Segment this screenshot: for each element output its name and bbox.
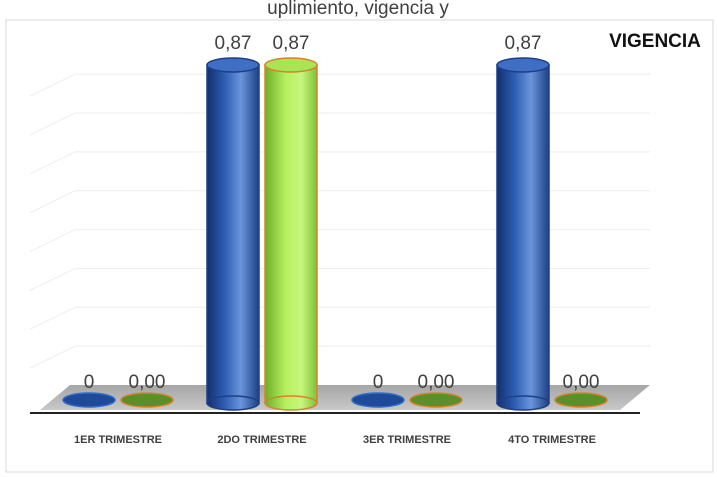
gridline-side [29,345,76,369]
gridline-side [29,267,76,291]
bar-zero [351,392,405,408]
bar [496,64,550,404]
gridline-side [29,112,76,136]
gridline-side [29,229,76,253]
bar-zero [120,392,174,408]
bar-top [496,57,550,73]
gridline-side [29,151,76,175]
category-labels: 1ER TRIMESTRE 2DO TRIMESTRE 3ER TRIMESTRE 4… [74,434,596,446]
bar-zero [409,392,463,408]
gridline-side [29,73,76,97]
gridline-side [29,190,76,214]
bar-top [264,57,318,73]
data-label: 0,00 [129,372,166,393]
bar-zero [554,392,608,408]
category-label: 1ER TRIMESTRE [74,434,162,446]
data-label: 0,87 [505,33,542,54]
bar-base [264,395,318,411]
category-label: 2DO TRIMESTRE [217,434,306,446]
data-label: 0,00 [563,372,600,393]
bar-zero [62,392,116,408]
legend-label: VIGENCIA [609,31,701,52]
gridline-side [29,306,76,330]
gridlines [29,73,650,369]
bar-top [206,57,260,73]
bar-base [496,395,550,411]
bar [206,64,260,404]
bar [264,64,318,404]
data-label: 0,00 [418,372,455,393]
bar-base [206,395,260,411]
top-text: uplimiento, vigencia y [267,0,449,19]
data-label: 0 [373,372,384,393]
data-label: 0,87 [273,33,310,54]
bars [62,57,608,411]
data-label: 0,87 [215,33,252,54]
category-label: 3ER TRIMESTRE [363,434,451,446]
data-labels: 0 0,00 0,87 0,87 0 0,00 0,87 0,00 [84,33,600,393]
data-label: 0 [84,372,95,393]
category-label: 4TO TRIMESTRE [508,434,596,446]
